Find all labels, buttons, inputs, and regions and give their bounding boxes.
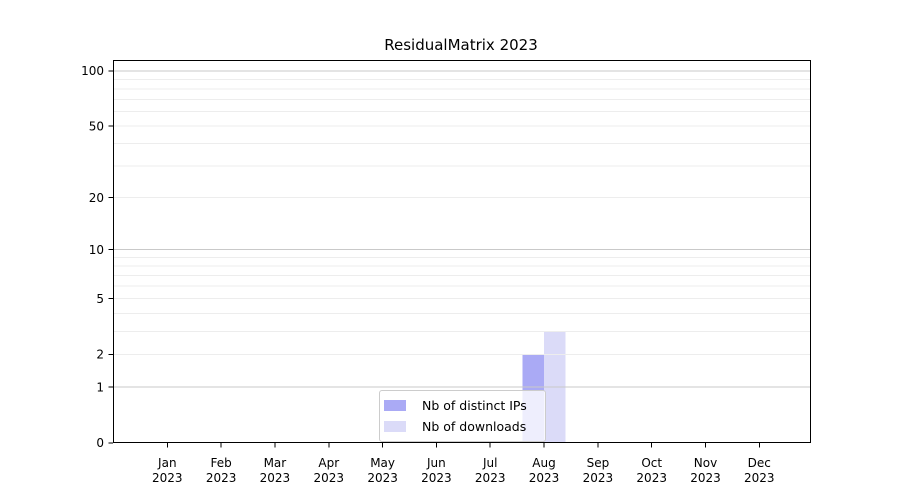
grid-major-layer — [113, 70, 810, 388]
legend-swatch-distinct-ips-icon — [384, 400, 406, 411]
x-tick-label: Apr 2023 — [314, 456, 345, 485]
chart-title: ResidualMatrix 2023 — [384, 36, 538, 54]
y-tick-label: 20 — [89, 191, 104, 205]
ticks-layer — [108, 70, 760, 448]
y-tick-label: 2 — [96, 348, 104, 362]
x-tick-label: Jan 2023 — [152, 456, 183, 485]
x-tick-label: Sep 2023 — [583, 456, 614, 485]
y-tick-label: 1 — [96, 380, 104, 394]
plot-border — [113, 60, 811, 443]
y-tick-label: 0 — [96, 436, 104, 450]
legend: Nb of distinct IPs Nb of downloads — [379, 390, 546, 442]
x-tick-label: Dec 2023 — [744, 456, 775, 485]
x-tick-label: May 2023 — [367, 456, 398, 485]
tick-labels-layer: 0 1 2 5 10 20 50 100 Jan 2023 Feb 2023 Mar 2023 Apr 202… — [81, 64, 774, 485]
x-tick-label: Nov 2023 — [690, 456, 721, 485]
legend-item-distinct-ips: Nb of distinct IPs — [384, 396, 537, 415]
y-tick-label: 10 — [89, 243, 104, 257]
x-tick-label: Mar 2023 — [260, 456, 291, 485]
legend-swatch-downloads-icon — [384, 421, 406, 432]
x-tick-label: Aug 2023 — [529, 456, 560, 485]
y-tick-label: 50 — [89, 119, 104, 133]
legend-label-downloads: Nb of downloads — [422, 419, 527, 434]
legend-item-downloads: Nb of downloads — [384, 417, 537, 436]
x-tick-label: Feb 2023 — [206, 456, 237, 485]
y-tick-label: 5 — [96, 292, 104, 306]
x-tick-label: Jul 2023 — [475, 456, 506, 485]
x-tick-label: Jun 2023 — [421, 456, 452, 485]
grid-minor-layer — [113, 78, 810, 355]
x-tick-label: Oct 2023 — [636, 456, 667, 485]
legend-label-distinct-ips: Nb of distinct IPs — [422, 398, 527, 413]
y-tick-label: 100 — [81, 64, 104, 78]
